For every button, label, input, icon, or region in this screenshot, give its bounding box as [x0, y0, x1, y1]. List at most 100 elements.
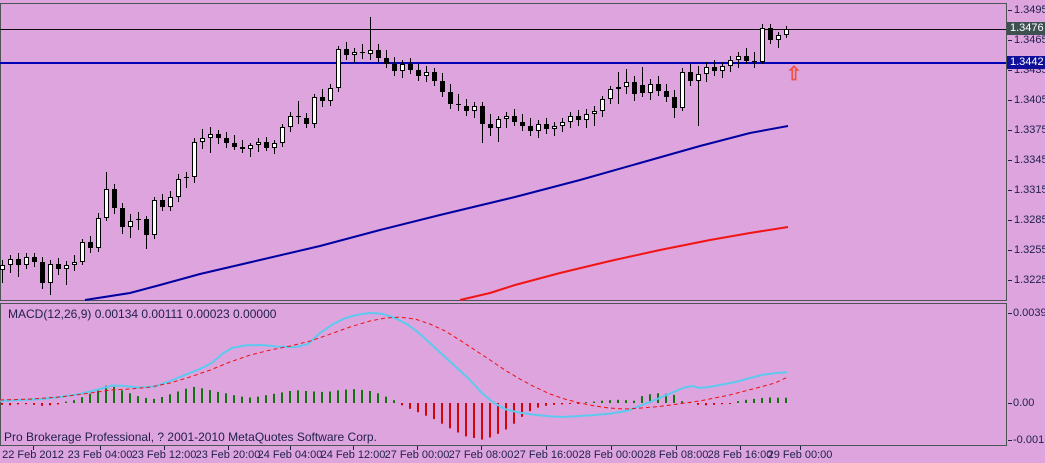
main-chart-panel[interactable]	[0, 3, 1007, 301]
candle	[216, 134, 221, 138]
candle	[680, 72, 685, 108]
candle	[488, 124, 493, 128]
candle	[136, 219, 141, 220]
candle	[104, 189, 109, 218]
time-axis-label: 27 Feb 00:00	[384, 449, 450, 461]
time-tick	[33, 446, 34, 450]
blue-hline[interactable]	[0, 62, 1006, 64]
time-tick	[417, 446, 418, 450]
candle-wick	[18, 253, 19, 277]
candle	[704, 67, 709, 74]
candle	[424, 72, 429, 76]
candle-wick	[554, 122, 555, 136]
time-tick	[290, 446, 291, 450]
candle	[288, 116, 293, 127]
candle	[256, 142, 261, 145]
candle	[112, 189, 117, 208]
candle	[240, 147, 245, 149]
candle	[360, 52, 365, 53]
candle	[64, 265, 69, 269]
candle	[80, 242, 85, 262]
price-tick	[1008, 190, 1012, 191]
candle	[416, 70, 421, 76]
candle	[720, 66, 725, 71]
black-hline[interactable]	[0, 29, 1006, 30]
candle	[24, 257, 29, 265]
price-tick	[1008, 220, 1012, 221]
time-axis-label: 27 Feb 16:00	[513, 449, 579, 461]
price-axis-label: 1.3375	[1014, 124, 1045, 136]
bid-price-tag: 1.3476	[1007, 22, 1045, 35]
macd-panel[interactable]	[0, 303, 1007, 446]
price-tick	[1008, 280, 1012, 281]
price-tick	[1008, 10, 1012, 11]
candle-wick	[698, 66, 699, 126]
candle	[472, 106, 477, 111]
price-axis-label: 1.3285	[1014, 214, 1045, 226]
candle	[352, 52, 357, 55]
candle	[480, 106, 485, 124]
price-axis-label: 1.3495	[1014, 4, 1045, 16]
price-axis-label: 1.3345	[1014, 154, 1045, 166]
candle	[88, 242, 93, 248]
candle	[336, 49, 341, 88]
candle-wick	[258, 138, 259, 152]
candle	[40, 262, 45, 283]
candle-wick	[626, 69, 627, 94]
candle	[440, 81, 445, 92]
candle-wick	[370, 17, 371, 60]
candle	[632, 82, 637, 94]
candle-wick	[738, 52, 739, 68]
candle	[168, 197, 173, 207]
candle	[456, 104, 461, 105]
time-axis-label: 28 Feb 08:00	[643, 449, 709, 461]
macd-tick	[1008, 403, 1012, 404]
macd-tick	[1008, 440, 1012, 441]
candle	[504, 116, 509, 119]
candle	[48, 264, 53, 283]
candle	[208, 134, 213, 138]
candle	[688, 72, 693, 81]
candle	[656, 84, 661, 91]
candle	[552, 126, 557, 129]
candle-wick	[138, 212, 139, 230]
up-arrow-icon[interactable]: ⇧	[786, 64, 802, 85]
candle	[408, 64, 413, 70]
candle-wick	[298, 101, 299, 124]
candle	[736, 56, 741, 60]
candle	[568, 116, 573, 122]
time-tick	[100, 446, 101, 450]
copyright-text: Pro Brokerage Professional, ? 2001-2010 …	[4, 430, 377, 444]
candle	[304, 118, 309, 124]
candle-wick	[642, 67, 643, 97]
time-axis-label: 23 Feb 04:00	[67, 449, 133, 461]
candle	[128, 221, 133, 227]
candle	[96, 218, 101, 248]
time-axis-label: 29 Feb 00:00	[767, 449, 833, 461]
candle	[528, 126, 533, 131]
candle	[376, 50, 381, 58]
price-tick	[1008, 250, 1012, 251]
price-axis-label: 1.3255	[1014, 244, 1045, 256]
candle	[760, 28, 765, 62]
candle-wick	[458, 94, 459, 111]
candle	[648, 84, 653, 93]
candle	[560, 122, 565, 126]
candle	[776, 35, 781, 40]
time-tick	[481, 446, 482, 450]
candle	[744, 56, 749, 61]
time-tick	[164, 446, 165, 450]
candle	[448, 92, 453, 104]
candle	[232, 143, 237, 147]
candle	[672, 97, 677, 108]
candle-wick	[210, 127, 211, 153]
price-axis-label: 1.3315	[1014, 184, 1045, 196]
macd-axis-label: -0.00159	[1013, 434, 1045, 446]
candle	[752, 61, 757, 62]
candle	[728, 60, 733, 66]
macd-indicator-label: MACD(12,26,9) 0.00134 0.00111 0.00023 0.…	[8, 307, 277, 321]
candle	[296, 116, 301, 117]
price-tick	[1008, 160, 1012, 161]
price-tick	[1008, 100, 1012, 101]
